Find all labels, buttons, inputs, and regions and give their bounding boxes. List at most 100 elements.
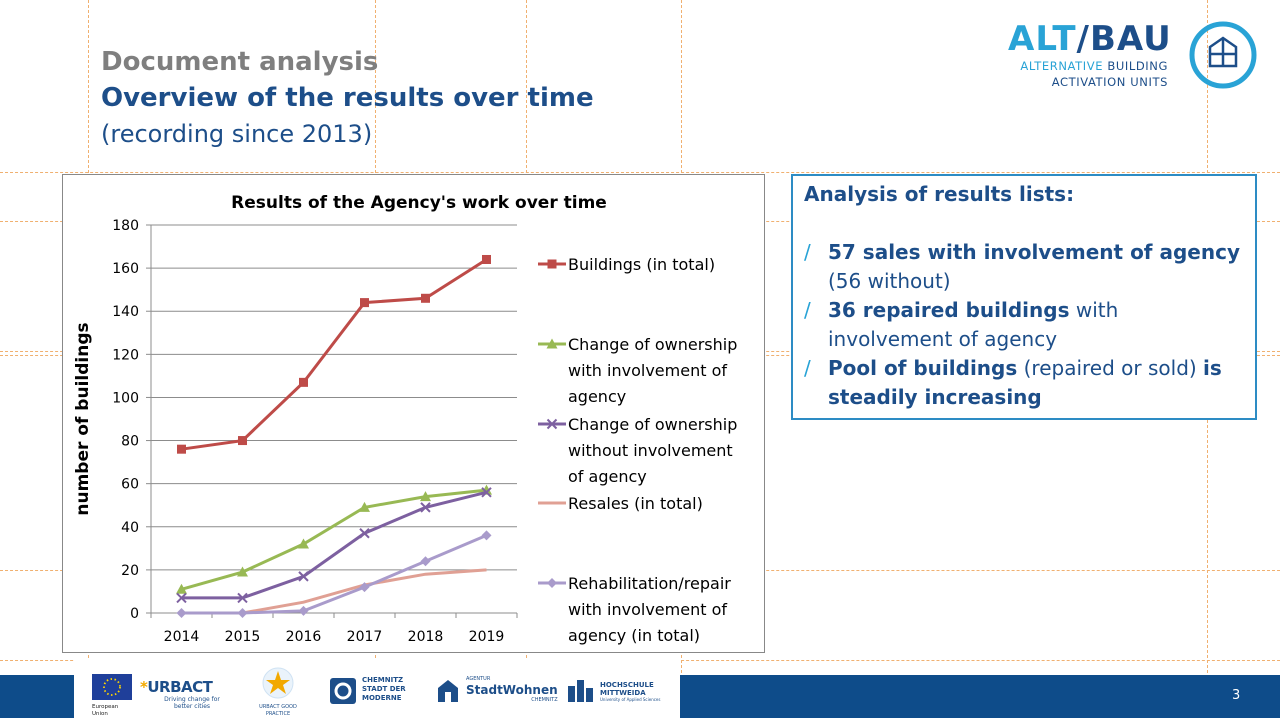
x-tick-label: 2018 — [408, 629, 444, 645]
legend-label: with involvement of — [568, 361, 727, 380]
data-point-0 — [299, 377, 308, 387]
line-chart: Results of the Agency's work over time 0 2… — [73, 193, 737, 645]
legend-label: Resales (in total) — [568, 494, 703, 513]
guide-line — [0, 172, 1280, 173]
stadtwohnen-text-3: CHEMNITZ — [531, 697, 558, 703]
series-line-1 — [181, 488, 487, 591]
data-point-1 — [176, 583, 187, 594]
series-line-4 — [181, 534, 488, 615]
data-point-0 — [238, 436, 247, 446]
data-point-4 — [298, 605, 309, 616]
data-point-2 — [237, 592, 248, 604]
heading-pretitle: Document analysis — [101, 47, 379, 77]
page-title: Overview of the results over time — [101, 83, 594, 113]
altbau-logo: ALT/BAU ALTERNATIVE BUILDING ACTIVATION … — [1008, 19, 1171, 90]
brand-slash: / — [1076, 19, 1090, 59]
y-axis-label: number of buildings — [73, 322, 93, 515]
legend-label: Change of ownership — [568, 335, 737, 354]
page-subtitle: (recording since 2013) — [101, 120, 373, 148]
good-practice-label: URBACT GOOD PRACTICE — [259, 704, 297, 717]
legend-label: Buildings (in total) — [568, 255, 715, 274]
bullet-text: (56 without) — [828, 269, 951, 293]
legend-label: of agency — [568, 467, 647, 486]
bullet-bold: 36 repaired buildings — [828, 298, 1070, 322]
brand-tagline-2: ACTIVATION UNITS — [1051, 75, 1168, 89]
data-point-0 — [421, 293, 430, 303]
data-point-2 — [481, 487, 492, 498]
legend-label: Rehabilitation/repair — [568, 574, 731, 593]
stadtwohnen-house-icon — [438, 680, 458, 702]
hs-text-3: University of Applied Sciences — [600, 697, 661, 702]
stadtwohnen-text-2: StadtWohnen — [466, 683, 558, 697]
data-point-1 — [420, 491, 431, 502]
urbact-good-practice-logo: URBACT GOOD PRACTICE — [256, 666, 300, 718]
legend-label: without involvement — [568, 441, 733, 460]
chemnitz-text-1: CHEMNITZ — [362, 676, 404, 684]
y-tick-label: 100 — [112, 390, 139, 406]
data-point-0 — [177, 444, 186, 454]
tagline-word-2: BUILDING — [1103, 59, 1168, 73]
data-point-0 — [360, 298, 369, 308]
tagline-word-1: ALTERNATIVE — [1020, 59, 1104, 73]
data-point-4 — [481, 530, 492, 541]
data-point-4 — [176, 608, 187, 618]
page-number: 3 — [1232, 688, 1241, 703]
legend-marker-0 — [547, 259, 557, 269]
bullet-bold: Pool of buildings — [828, 356, 1018, 380]
x-tick-label: 2016 — [286, 629, 322, 645]
data-point-1 — [359, 501, 370, 512]
legend-label: Change of ownership — [568, 415, 737, 434]
x-tick-label: 2014 — [164, 629, 200, 645]
y-tick-label: 80 — [121, 434, 139, 450]
eu-flag-icon — [92, 674, 132, 700]
y-tick-label: 120 — [112, 347, 139, 363]
bullet-bold: 57 sales with involvement of agency — [828, 240, 1240, 264]
partner-logos: European Union *URBACT Driving change fo… — [74, 660, 680, 718]
bullet-slash-icon: / — [804, 298, 811, 322]
data-point-0 — [482, 254, 491, 264]
urbact-tagline: Driving change for better cities — [164, 696, 220, 710]
slide-heading: Document analysis Overview of the result… — [101, 44, 594, 152]
data-point-4 — [420, 556, 431, 567]
bullet-text: with involvement of agency — [828, 298, 1119, 351]
altbau-emblem-icon — [1189, 21, 1257, 89]
panel-bullet: / Pool of buildings (repaired or sold) i… — [804, 354, 1244, 412]
brand-part1: ALT — [1008, 19, 1077, 59]
legend-marker-1 — [546, 338, 558, 349]
data-point-2 — [176, 592, 187, 604]
panel-bullet: / 57 sales with involvement of agency (5… — [804, 238, 1244, 296]
chemnitz-text-3: MODERNE — [362, 694, 402, 702]
x-tick-label: 2019 — [469, 629, 505, 645]
hs-text-1: HOCHSCHULE — [600, 681, 654, 689]
bullet-slash-icon: / — [804, 356, 811, 380]
hochschule-bars-icon — [568, 680, 593, 702]
panel-bullet: / 36 repaired buildings with involvement… — [804, 296, 1244, 354]
x-tick-label: 2015 — [225, 629, 261, 645]
data-point-2 — [359, 528, 370, 539]
stadtwohnen-text-1: AGENTUR — [466, 676, 491, 682]
chart-frame: Results of the Agency's work over time 0 2… — [62, 174, 765, 653]
legend-marker-4 — [547, 578, 557, 588]
bullet-bold: is steadily increasing — [828, 356, 1222, 409]
chemnitz-text-2: STADT DER — [362, 685, 406, 693]
analysis-panel: Analysis of results lists: / 57 sales wi… — [791, 174, 1257, 420]
data-point-2 — [298, 571, 309, 582]
y-tick-label: 20 — [121, 563, 139, 579]
y-tick-label: 0 — [130, 606, 139, 622]
chart-title: Results of the Agency's work over time — [231, 193, 607, 213]
footer-band — [680, 675, 1280, 718]
chemnitz-emblem-icon — [330, 678, 356, 704]
y-tick-label: 140 — [112, 304, 139, 320]
data-point-4 — [237, 608, 248, 618]
series-line-0 — [181, 258, 488, 451]
y-tick-label: 40 — [121, 520, 139, 536]
altbau-wordmark: ALT/BAU — [1008, 19, 1171, 59]
y-tick-label: 60 — [121, 477, 139, 493]
urbact-logo: *URBACT Driving change for better cities — [140, 678, 230, 710]
y-tick-label: 160 — [112, 261, 139, 277]
y-tick-label: 180 — [112, 218, 139, 234]
panel-title: Analysis of results lists: — [804, 182, 1075, 206]
footer-band — [0, 675, 74, 718]
legend-label: agency (in total) — [568, 626, 700, 645]
good-practice-star-icon — [262, 667, 294, 699]
